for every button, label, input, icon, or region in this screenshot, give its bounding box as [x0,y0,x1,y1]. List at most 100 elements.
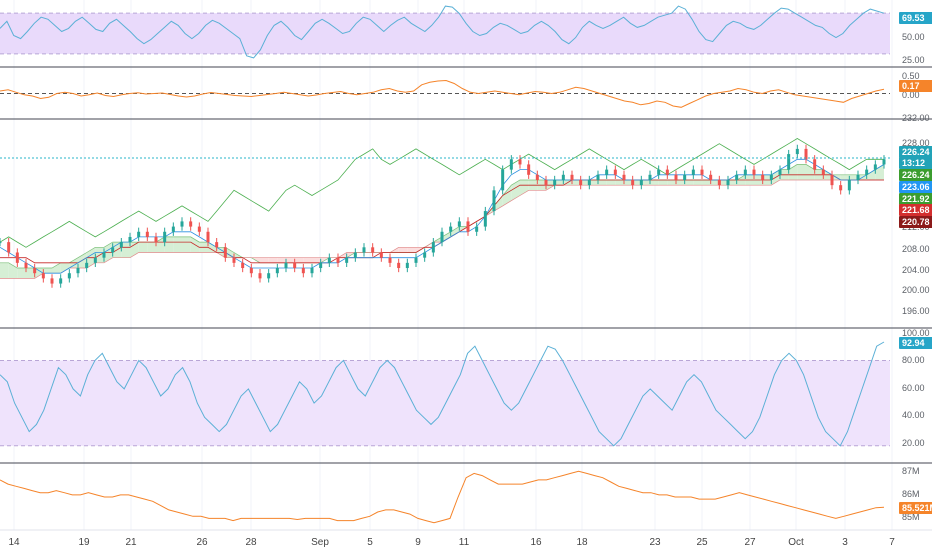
candle-body [674,174,678,180]
candle-body [310,268,314,274]
price-tag-bg [899,157,932,169]
price-tag: 13:12 [899,157,932,169]
candle-body [33,268,37,274]
candle-body [180,221,184,227]
x-tick-label: 7 [889,537,895,548]
ichimoku-cloud-segment [684,179,694,186]
ichimoku-cloud-segment [615,179,624,186]
candle-body [787,154,791,170]
stoch-rsi-line [0,341,885,447]
x-tick-label: 26 [196,537,208,548]
ichimoku-cloud-segment [598,179,607,186]
ichimoku-cloud-segment [719,179,728,186]
ichimoku-cloud-segment [286,257,295,263]
price-tag-bg [899,12,932,24]
ichimoku-cloud-segment [702,179,711,186]
ichimoku-cloud-segment [632,179,642,186]
candle-body [778,169,782,175]
candle-body [596,174,600,180]
ichimoku-cloud-segment [26,268,35,279]
candle-body [76,268,80,274]
candle-body [665,169,669,175]
price-tag: 221.92 [899,193,932,205]
candle-body [873,164,877,170]
candle-body [275,268,279,274]
candle-body [41,273,45,279]
x-tick-label: 28 [245,537,257,548]
candle-body [423,252,427,258]
ichimoku-cloud-segment [450,226,460,237]
ichimoku-cloud-segment [728,179,737,186]
ichimoku-cloud-segment [866,169,876,180]
candle-body [475,226,479,232]
price-tag: 220.78 [899,216,932,228]
candle-body [397,262,401,269]
price-tag-bg [899,337,932,349]
candle-body [761,174,765,180]
candle-body [518,159,522,165]
candle-body [215,242,219,248]
ichimoku-cloud-segment [849,174,858,180]
ichimoku-cloud-segment [676,179,685,186]
price-tag-label: 226.24 [902,170,930,180]
candle-body [579,179,583,186]
x-tick-label: Sep [311,537,329,548]
volume-avg-line [0,470,885,524]
candle-body [267,273,271,279]
ichimoku-cloud-segment [277,257,286,263]
candle-body [553,179,557,186]
candle-body [345,257,349,263]
candle-body [440,231,444,243]
y-tick-label: 100.00 [902,328,930,338]
candle-body [605,169,609,175]
ichimoku-cloud-segment [303,257,312,263]
candle-body [483,211,487,227]
price-tag: 226.24 [899,146,932,158]
ichimoku-cloud-segment [624,179,633,186]
price-tag-label: 223.06 [902,182,930,192]
price-tag-label: 13:12 [902,158,925,168]
candle-body [93,257,97,263]
candle-body [735,174,739,180]
ichimoku-cloud-segment [43,268,52,274]
y-tick-label: 200.00 [902,285,930,295]
candle-body [657,169,661,175]
ichimoku-cloud-segment [407,247,416,253]
candle-body [752,169,756,175]
candle-body [24,262,28,269]
price-tag: 69.53 [899,12,932,24]
overbought-band [0,13,890,54]
candle-body [293,262,297,269]
ichimoku-cloud-segment [17,268,26,279]
candle-body [379,252,383,258]
ichimoku-cloud-segment [173,236,182,253]
candle-body [50,278,54,284]
ichimoku-cloud-segment [589,179,598,186]
candle-body [570,174,574,180]
candle-body [119,242,123,248]
candle-body [804,148,808,160]
ichimoku-cloud-segment [511,179,520,201]
ichimoku-cloud-segment [840,174,850,180]
ichimoku-cloud-segment [34,268,44,279]
price-tag-label: 221.68 [902,205,930,215]
candle-body [59,278,63,284]
x-tick-label: 19 [78,537,90,548]
price-tag-bg [899,502,932,514]
y-tick-label: 60.00 [902,383,925,393]
candle-body [301,268,305,274]
candle-body [501,169,505,191]
candle-body [197,226,201,232]
x-tick-label: 5 [367,537,373,548]
candle-body [241,262,245,269]
y-tick-label: 20.00 [902,438,925,448]
candle-body [284,262,288,269]
candle-body [795,148,799,155]
ichimoku-cloud-segment [494,195,503,212]
oscillator-line [0,79,885,108]
price-tag-bg [899,80,932,92]
x-tick-label: 14 [8,537,20,548]
ichimoku-cloud-segment [225,247,234,258]
